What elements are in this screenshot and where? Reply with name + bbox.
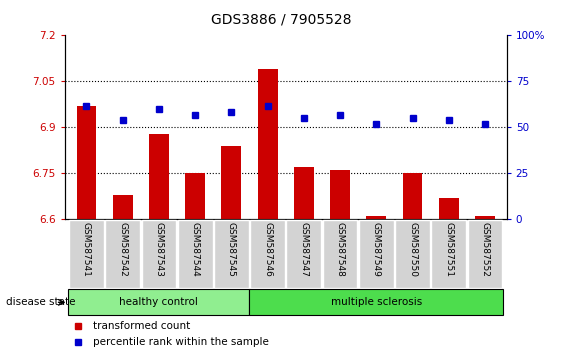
FancyBboxPatch shape [287,220,321,288]
Bar [258,69,278,219]
Bar [403,173,422,219]
Text: GSM587547: GSM587547 [300,222,309,276]
Text: GSM587549: GSM587549 [372,222,381,276]
FancyBboxPatch shape [250,220,285,288]
FancyBboxPatch shape [395,220,430,288]
Bar [77,106,96,219]
Text: GSM587552: GSM587552 [480,222,489,276]
FancyBboxPatch shape [431,220,466,288]
Bar [294,167,314,219]
Bar [439,198,459,219]
FancyBboxPatch shape [323,220,358,288]
Text: GSM587545: GSM587545 [227,222,236,276]
Bar [185,173,205,219]
FancyBboxPatch shape [249,289,503,315]
FancyBboxPatch shape [141,220,176,288]
FancyBboxPatch shape [468,220,502,288]
FancyBboxPatch shape [68,289,249,315]
Text: percentile rank within the sample: percentile rank within the sample [93,337,269,347]
FancyBboxPatch shape [69,220,104,288]
Text: GSM587541: GSM587541 [82,222,91,276]
FancyBboxPatch shape [359,220,394,288]
Text: GSM587548: GSM587548 [336,222,345,276]
Bar [475,216,495,219]
Text: healthy control: healthy control [119,297,198,307]
Bar [330,170,350,219]
Text: GDS3886 / 7905528: GDS3886 / 7905528 [211,12,352,27]
FancyBboxPatch shape [178,220,213,288]
Bar [221,146,242,219]
Text: GSM587542: GSM587542 [118,222,127,276]
Text: GSM587546: GSM587546 [263,222,272,276]
Text: multiple sclerosis: multiple sclerosis [330,297,422,307]
FancyBboxPatch shape [105,220,140,288]
Bar [149,133,169,219]
Bar [113,195,133,219]
Text: GSM587551: GSM587551 [444,222,453,276]
Text: GSM587550: GSM587550 [408,222,417,276]
Bar [367,216,386,219]
Text: disease state: disease state [6,297,75,307]
Text: GSM587543: GSM587543 [154,222,163,276]
Text: transformed count: transformed count [93,321,191,331]
Text: GSM587544: GSM587544 [191,222,200,276]
FancyBboxPatch shape [214,220,249,288]
